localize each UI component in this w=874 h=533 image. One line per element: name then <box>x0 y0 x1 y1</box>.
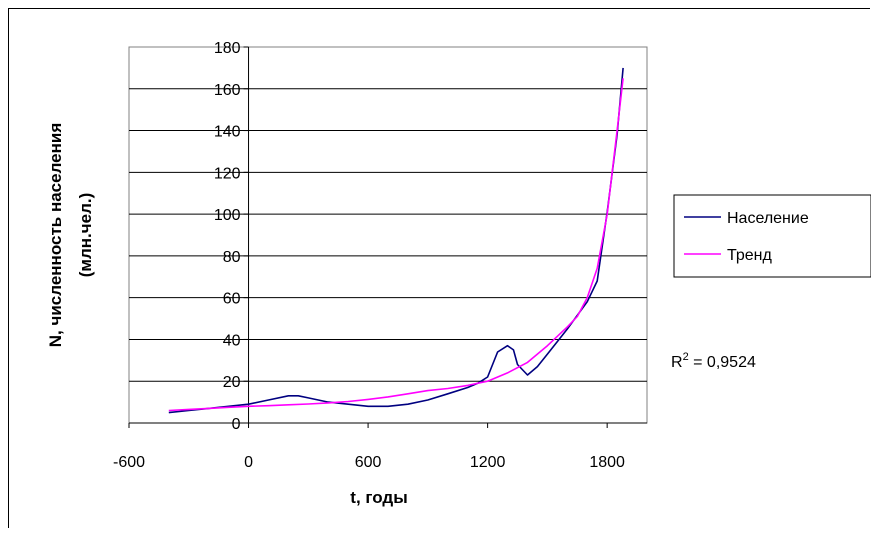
y-tick-label: 140 <box>214 124 241 141</box>
y-tick-label: 120 <box>214 165 241 182</box>
y-axis-title-line1: N, численность населения <box>46 123 65 347</box>
x-tick-label: -600 <box>113 454 145 471</box>
y-tick-label: 180 <box>214 40 241 57</box>
chart-area: 0 20 40 60 80 100 120 140 160 180 -600 0 600 1200 1800… <box>8 8 871 528</box>
y-tick-label: 160 <box>214 82 241 99</box>
y-tick-label: 80 <box>223 249 241 266</box>
x-tick-label: 0 <box>244 454 253 471</box>
y-tick-label: 40 <box>223 332 241 349</box>
legend: Население Тренд <box>673 194 871 278</box>
x-tick-label: 1200 <box>470 454 506 471</box>
legend-label-trend: Тренд <box>727 247 773 264</box>
line-chart: 0 20 40 60 80 100 120 140 160 180 -600 0 600 1200 1800… <box>46 40 871 507</box>
legend-label-population: Население <box>727 210 809 227</box>
y-tick-label: 60 <box>223 291 241 308</box>
x-axis-title: t, годы <box>350 488 407 507</box>
x-tick-label: 1800 <box>589 454 625 471</box>
plot-area <box>128 46 648 424</box>
r-squared-annotation: R2 = 0,9524 <box>671 351 756 371</box>
y-tick-label: 20 <box>223 374 241 391</box>
legend-box <box>673 194 871 278</box>
y-axis-title-line2: (млн.чел.) <box>76 193 95 278</box>
x-tick-label: 600 <box>355 454 382 471</box>
series-line-population <box>168 67 624 414</box>
series-line-trend <box>168 78 624 412</box>
y-tick-label: 0 <box>232 416 241 433</box>
y-tick-label: 100 <box>214 207 241 224</box>
